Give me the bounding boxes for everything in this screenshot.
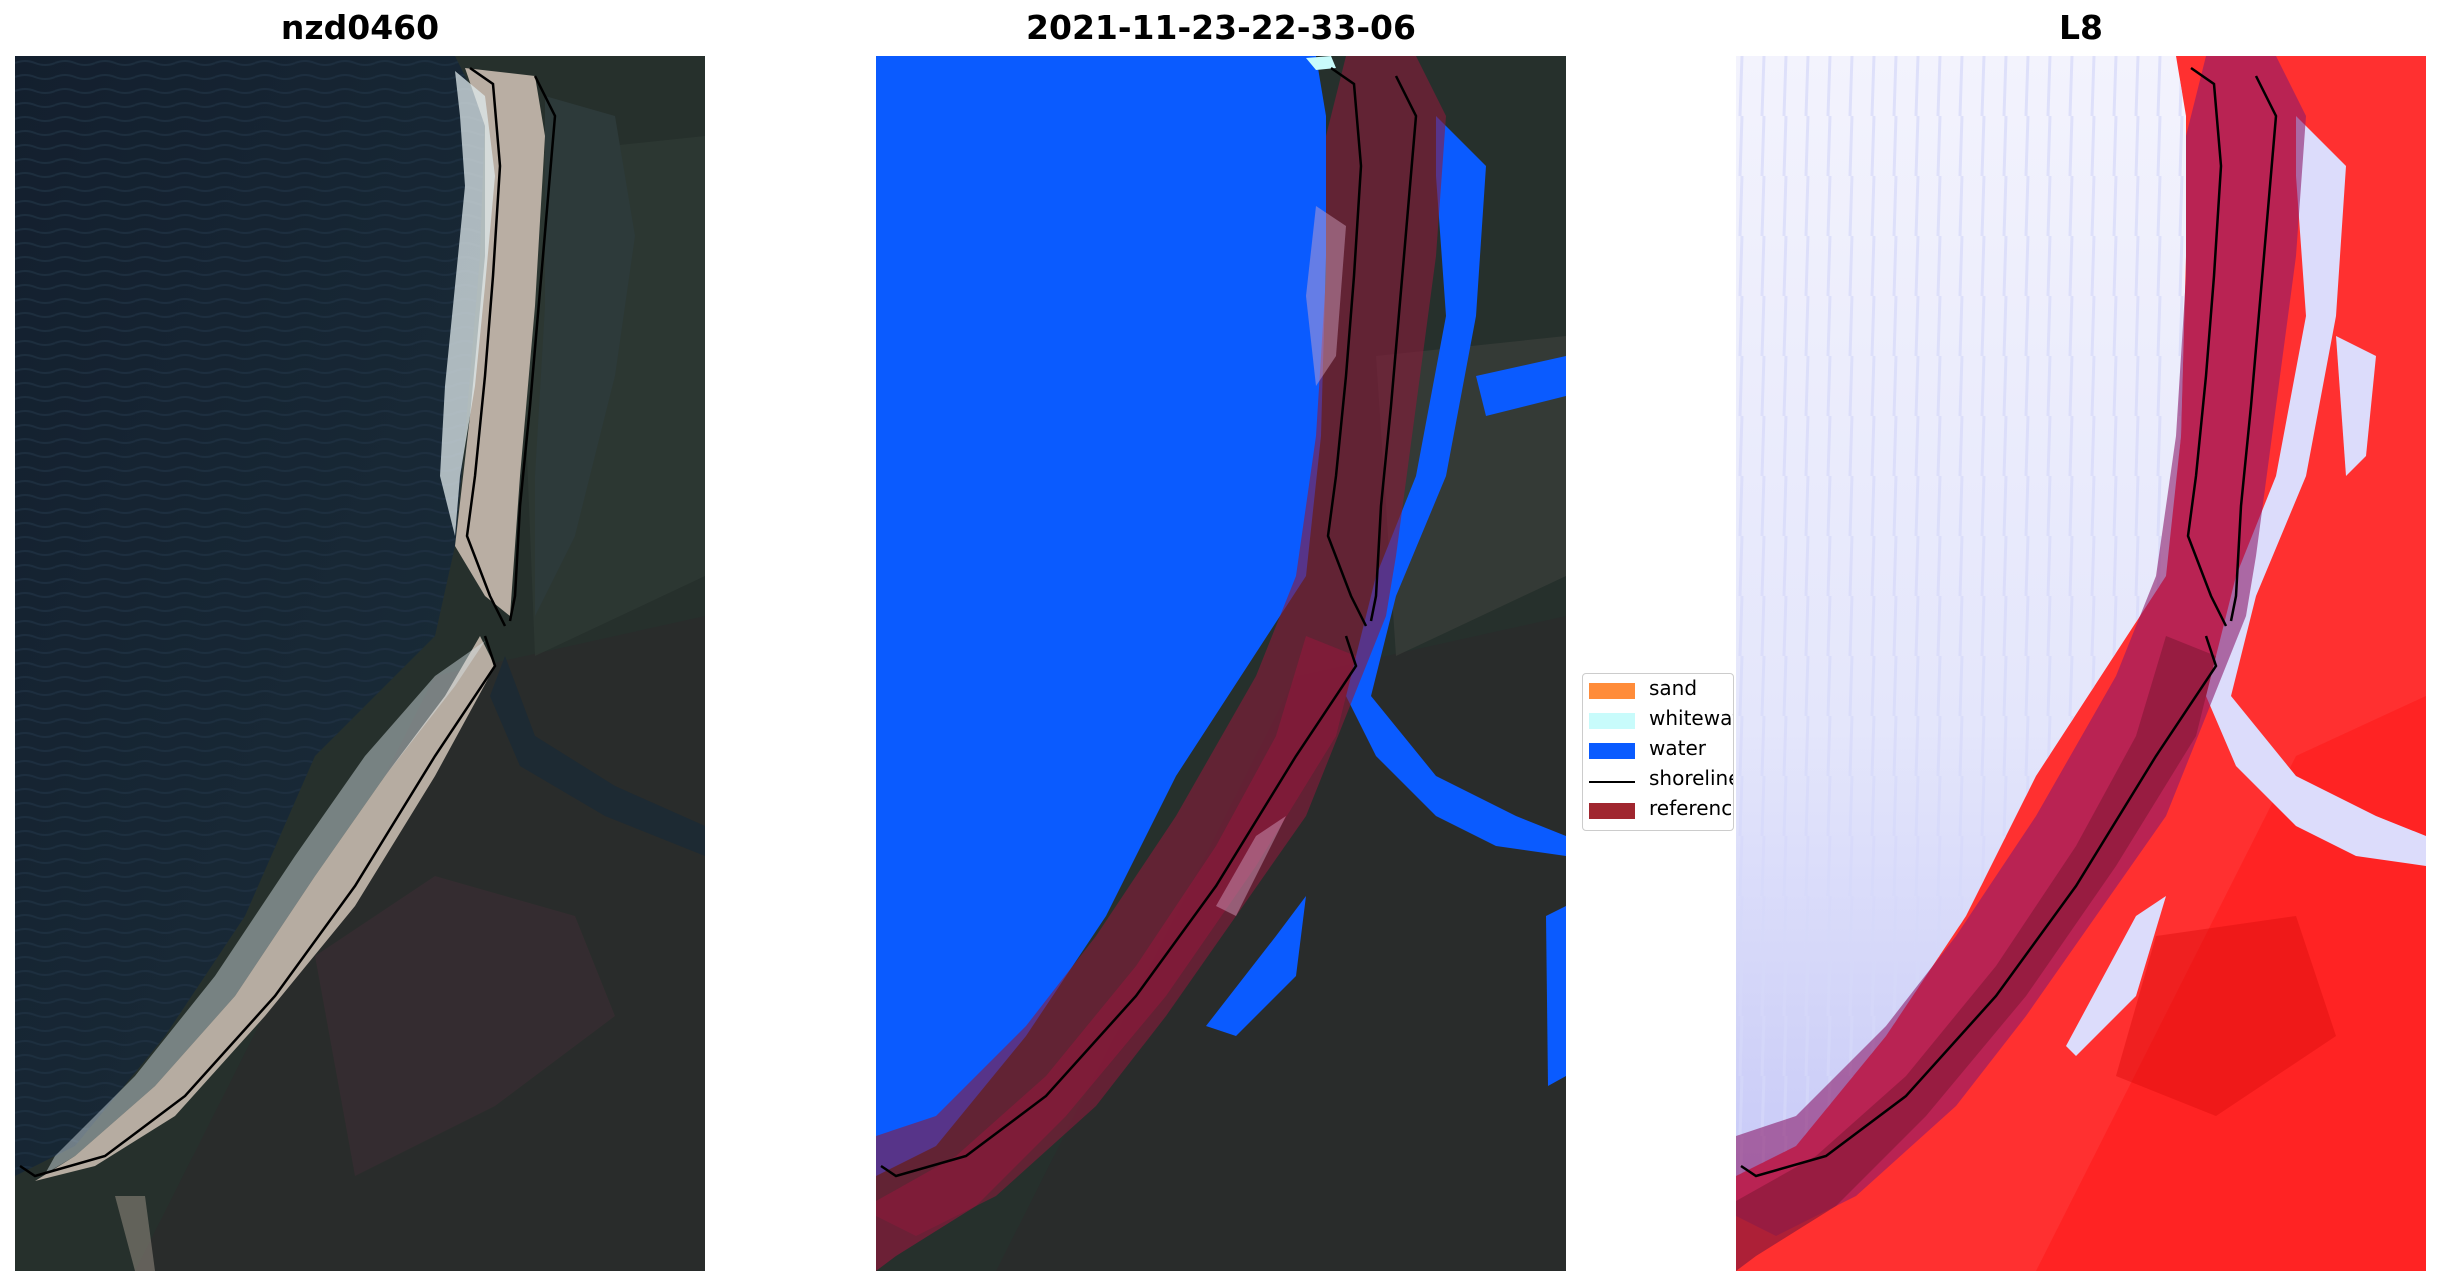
rgb-satellite-image bbox=[15, 56, 705, 1271]
legend-item-reference: reference bbox=[1583, 794, 1733, 824]
sand-swatch bbox=[1589, 683, 1635, 699]
panel-title-classification: 2021-11-23-22-33-06 bbox=[1026, 8, 1416, 47]
shoreline-swatch bbox=[1589, 781, 1635, 783]
legend-label: sand bbox=[1649, 676, 1698, 700]
legend-label: shoreline bbox=[1649, 766, 1734, 790]
legend-label: water bbox=[1649, 736, 1706, 760]
reference-swatch bbox=[1589, 803, 1635, 819]
panel-title-rgb: nzd0460 bbox=[280, 8, 440, 47]
legend-item-whitewater: whitewater bbox=[1583, 704, 1733, 734]
legend-label: whitewater bbox=[1649, 706, 1733, 730]
legend-item-water: water bbox=[1583, 734, 1733, 764]
legend-item-sand: sand bbox=[1583, 674, 1733, 704]
panel-title-index: L8 bbox=[2059, 8, 2103, 47]
legend: sand whitewater water shoreline referenc… bbox=[1582, 673, 1734, 831]
rgb-image-panel bbox=[15, 56, 705, 1271]
legend-item-shoreline: shoreline bbox=[1583, 764, 1734, 794]
index-image bbox=[1736, 56, 2426, 1271]
water-swatch bbox=[1589, 743, 1635, 759]
legend-label: reference bbox=[1649, 796, 1733, 820]
index-panel bbox=[1736, 56, 2426, 1271]
classification-panel bbox=[876, 56, 1566, 1271]
whitewater-swatch bbox=[1589, 713, 1635, 729]
classification-image bbox=[876, 56, 1566, 1271]
